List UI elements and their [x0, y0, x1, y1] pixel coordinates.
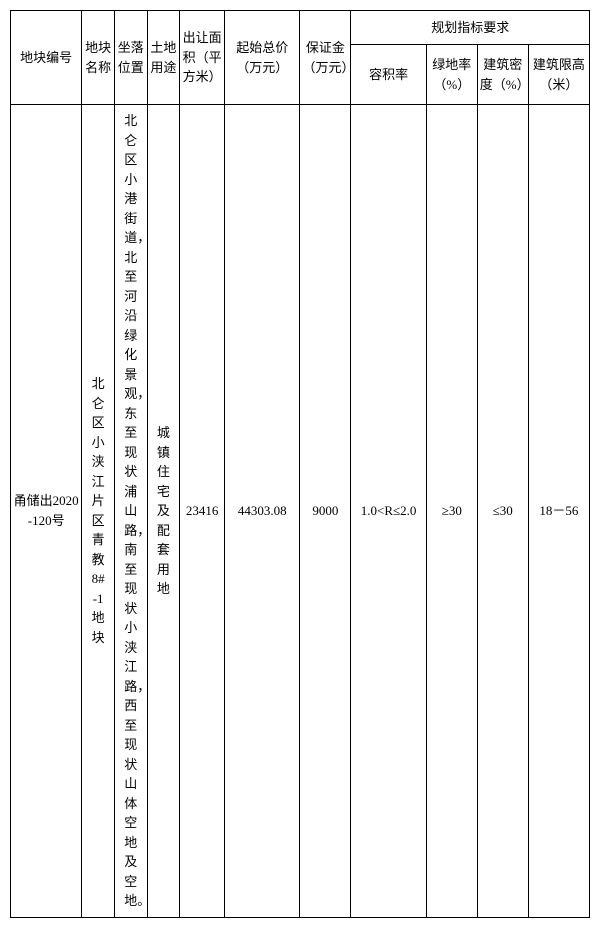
cell-deposit: 9000	[300, 105, 351, 918]
col-group-planning: 规划指标要求	[351, 11, 590, 45]
col-height: 建筑限高（米）	[528, 45, 589, 105]
cell-green-rate: ≥30	[426, 105, 477, 918]
cell-plot-number: 甬储出2020-120号	[11, 105, 82, 918]
table-row: 甬储出2020-120号 北仑区小浃江片区青教8#-1地块 北仑区小港街道，北至…	[11, 105, 590, 918]
cell-area: 23416	[180, 105, 225, 918]
cell-density: ≤30	[477, 105, 528, 918]
cell-location: 北仑区小港街道，北至河沿绿化景观，东至现状浦山路，南至现状小浃江路，西至现状山体…	[114, 105, 147, 918]
col-location: 坐落位置	[114, 11, 147, 105]
col-plot-name: 地块名称	[82, 11, 115, 105]
cell-land-use: 城镇住宅及配套用地	[147, 105, 180, 918]
cell-height: 18－56	[528, 105, 589, 918]
col-deposit: 保证金（万元）	[300, 11, 351, 105]
col-green-rate: 绿地率（%）	[426, 45, 477, 105]
cell-plot-ratio: 1.0<R≤2.0	[351, 105, 426, 918]
cell-plot-name: 北仑区小浃江片区青教8#-1地块	[82, 105, 115, 918]
col-plot-ratio: 容积率	[351, 45, 426, 105]
col-land-use: 土地用途	[147, 11, 180, 105]
cell-price: 44303.08	[225, 105, 300, 918]
col-plot-number: 地块编号	[11, 11, 82, 105]
col-density: 建筑密度（%）	[477, 45, 528, 105]
col-price: 起始总价（万元）	[225, 11, 300, 105]
col-area: 出让面积（平方米）	[180, 11, 225, 105]
land-parcel-table: 地块编号 地块名称 坐落位置 土地用途 出让面积（平方米） 起始总价（万元） 保…	[10, 10, 590, 918]
